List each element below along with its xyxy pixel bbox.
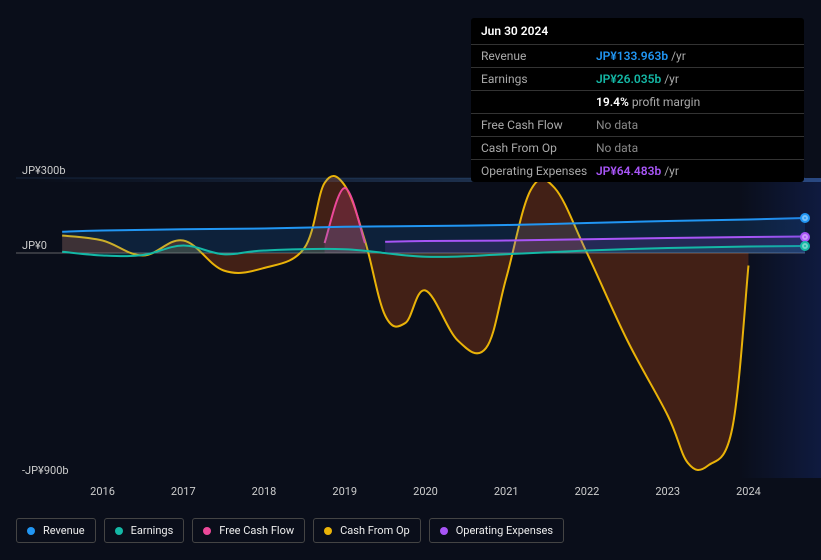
x-axis-labels: 2016 2017 2018 2019 2020 2021 2022 2023 2024 bbox=[16, 485, 805, 505]
legend-item[interactable]: Operating Expenses bbox=[429, 518, 564, 543]
tooltip-row-label: Operating Expenses bbox=[481, 164, 596, 178]
legend-item[interactable]: Cash From Op bbox=[313, 518, 421, 543]
legend-dot bbox=[324, 527, 332, 535]
tooltip-row-value: JP¥64.483b /yr bbox=[596, 164, 794, 178]
tooltip-row: EarningsJP¥26.035b /yr bbox=[471, 68, 804, 91]
legend-label: Earnings bbox=[131, 524, 174, 537]
tooltip-row-label: Revenue bbox=[481, 49, 596, 63]
legend-label: Cash From Op bbox=[340, 524, 410, 537]
x-axis-label: 2020 bbox=[413, 485, 438, 498]
legend-dot bbox=[440, 527, 448, 535]
tooltip-row-value: No data bbox=[596, 118, 794, 132]
y-axis-label: JP¥0 bbox=[22, 239, 47, 252]
legend: Revenue Earnings Free Cash Flow Cash From O… bbox=[16, 518, 564, 543]
legend-label: Free Cash Flow bbox=[219, 524, 294, 537]
tooltip-rows: RevenueJP¥133.963b /yrEarningsJP¥26.035b… bbox=[471, 45, 804, 182]
legend-label: Operating Expenses bbox=[456, 524, 553, 537]
legend-item[interactable]: Revenue bbox=[16, 518, 96, 543]
series-end-dot bbox=[802, 243, 808, 249]
tooltip-row: 19.4% profit margin bbox=[471, 91, 804, 114]
x-axis-label: 2024 bbox=[736, 485, 761, 498]
tooltip-row-value: 19.4% profit margin bbox=[596, 95, 794, 109]
x-axis-label: 2019 bbox=[332, 485, 357, 498]
legend-label: Revenue bbox=[43, 524, 85, 537]
legend-dot bbox=[27, 527, 35, 535]
tooltip-row: Cash From OpNo data bbox=[471, 137, 804, 160]
tooltip-row: Operating ExpensesJP¥64.483b /yr bbox=[471, 160, 804, 182]
tooltip-row-value: No data bbox=[596, 141, 794, 155]
y-axis-label: JP¥300b bbox=[22, 164, 66, 177]
x-axis-label: 2018 bbox=[252, 485, 277, 498]
y-axis-label: -JP¥900b bbox=[22, 464, 69, 477]
x-axis-label: 2022 bbox=[575, 485, 600, 498]
series-end-dot bbox=[802, 215, 808, 221]
x-axis-label: 2023 bbox=[655, 485, 680, 498]
tooltip-row-label: Earnings bbox=[481, 72, 596, 86]
tooltip-row-label bbox=[481, 95, 596, 109]
legend-dot bbox=[115, 527, 123, 535]
chart-svg bbox=[16, 160, 805, 480]
tooltip-date: Jun 30 2024 bbox=[471, 18, 804, 45]
tooltip-row-label: Cash From Op bbox=[481, 141, 596, 155]
tooltip-row-value: JP¥133.963b /yr bbox=[596, 49, 794, 63]
legend-item[interactable]: Free Cash Flow bbox=[192, 518, 305, 543]
x-axis-label: 2021 bbox=[494, 485, 519, 498]
x-axis-label: 2016 bbox=[90, 485, 115, 498]
tooltip-row: Free Cash FlowNo data bbox=[471, 114, 804, 137]
tooltip-row-label: Free Cash Flow bbox=[481, 118, 596, 132]
tooltip-panel: Jun 30 2024 RevenueJP¥133.963b /yrEarnin… bbox=[471, 18, 804, 182]
x-axis-label: 2017 bbox=[171, 485, 196, 498]
chart-area bbox=[16, 160, 805, 480]
tooltip-row-value: JP¥26.035b /yr bbox=[596, 72, 794, 86]
legend-item[interactable]: Earnings bbox=[104, 518, 185, 543]
series-end-dot bbox=[802, 234, 808, 240]
chart-container: Jun 30 2024 RevenueJP¥133.963b /yrEarnin… bbox=[0, 0, 821, 560]
tooltip-row: RevenueJP¥133.963b /yr bbox=[471, 45, 804, 68]
legend-dot bbox=[203, 527, 211, 535]
